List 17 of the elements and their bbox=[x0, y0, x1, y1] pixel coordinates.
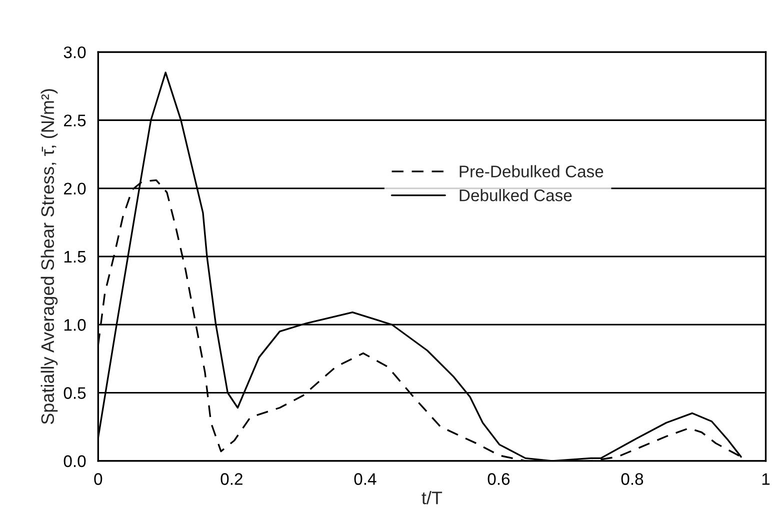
legend-label: Pre-Debulked Case bbox=[460, 165, 604, 178]
y-axis-title: Spatially Averaged Shear Stress, τ̄, (N/m²) bbox=[40, 89, 58, 424]
y-tick-label: 2.0 bbox=[64, 182, 86, 195]
y-tick-label: 2.5 bbox=[64, 114, 86, 126]
x-tick-label: 0.6 bbox=[488, 473, 510, 485]
x-tick-label: 0.4 bbox=[354, 473, 376, 485]
x-tick-label: 1 bbox=[762, 473, 770, 485]
x-tick-label: 0 bbox=[94, 473, 102, 485]
y-tick-label: 1.0 bbox=[64, 319, 86, 331]
y-tick-label: 0.0 bbox=[64, 455, 86, 468]
legend-label: Debulked Case bbox=[460, 189, 572, 202]
x-tick-label: 0.8 bbox=[621, 473, 644, 485]
y-tick-label: 3.0 bbox=[64, 46, 86, 58]
x-tick-label: 0.2 bbox=[220, 473, 242, 485]
y-tick-label: 1.5 bbox=[64, 251, 86, 263]
x-axis-title: t/T bbox=[422, 491, 442, 504]
y-tick-label: 0.5 bbox=[64, 387, 86, 399]
